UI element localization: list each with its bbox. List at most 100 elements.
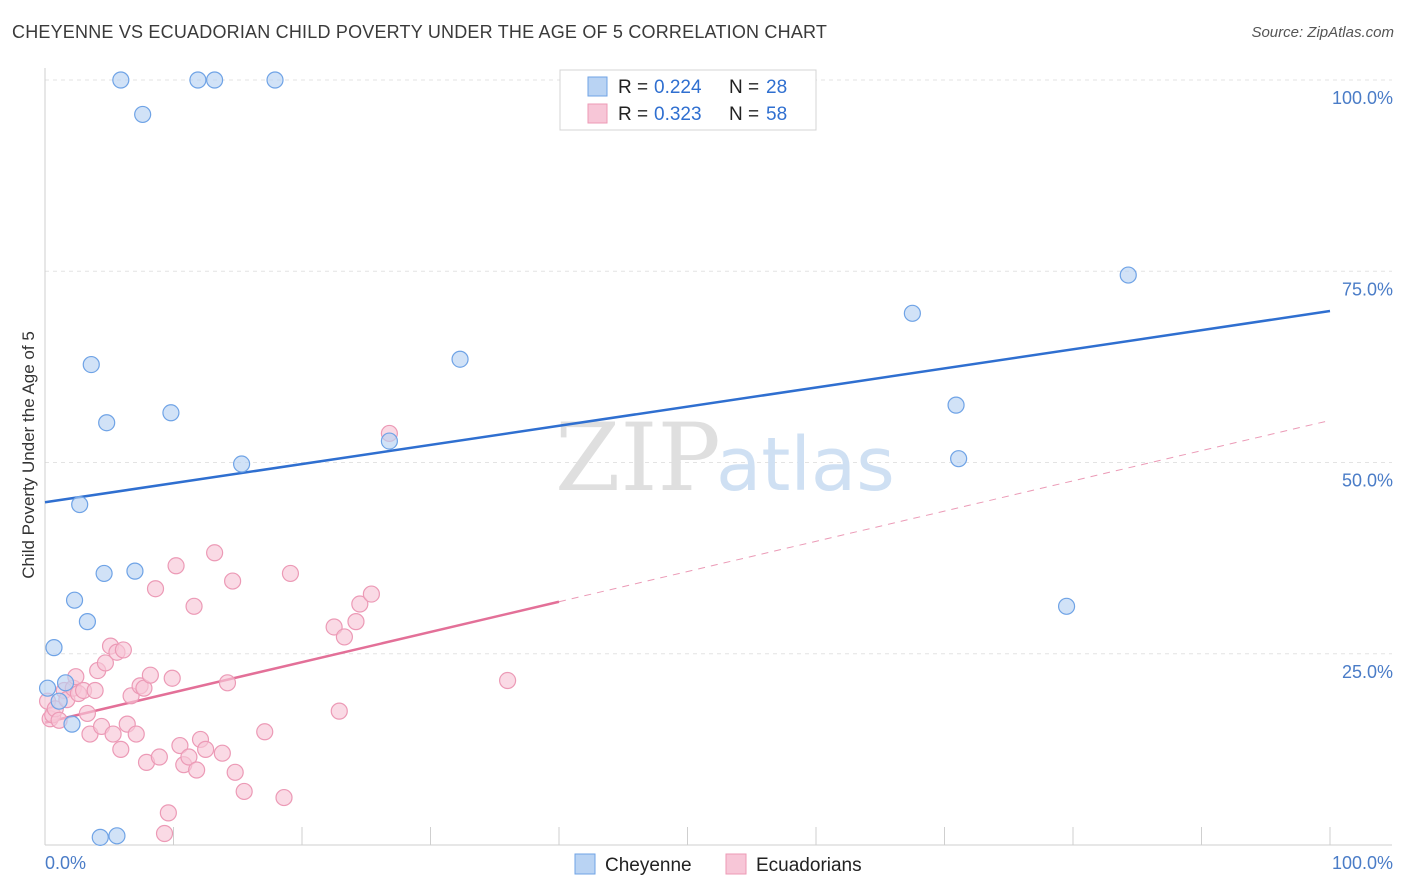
ecuadorians-point bbox=[96, 654, 114, 672]
ecuadorians-point bbox=[235, 782, 253, 801]
cheyenne-point bbox=[45, 639, 63, 657]
cheyenne-point bbox=[112, 71, 130, 89]
cheyenne-point bbox=[206, 71, 224, 89]
gridlines bbox=[45, 79, 1392, 655]
ecuadorians-point bbox=[163, 669, 181, 687]
ecuadorians-point bbox=[256, 723, 274, 741]
stats-n-value-2: 58 bbox=[766, 104, 787, 125]
stats-r-label-1: R = bbox=[618, 77, 648, 98]
watermark-zip: ZIP bbox=[555, 404, 721, 513]
cheyenne-point bbox=[78, 613, 97, 631]
y-tick-label: 100.0% bbox=[1332, 88, 1393, 108]
ecuadorians-point bbox=[127, 725, 145, 743]
cheyenne-point bbox=[98, 414, 116, 432]
ecuadorians-point bbox=[197, 740, 215, 758]
ecuadorians-point bbox=[325, 618, 343, 636]
ecuadorians-point bbox=[281, 564, 300, 583]
cheyenne-point bbox=[266, 71, 284, 89]
stats-legend: R = 0.224 N = 28 R = 0.323 N = 58 bbox=[559, 69, 817, 131]
trend-line-cheyenne bbox=[44, 309, 1331, 504]
source-note: Source: ZipAtlas.com bbox=[1251, 24, 1394, 41]
trend-line-ecuadorians-extension bbox=[558, 419, 1331, 603]
cheyenne-point bbox=[108, 827, 126, 845]
ecuadorians-point bbox=[104, 725, 122, 743]
cheyenne-point bbox=[162, 404, 180, 422]
ecuadorians-point bbox=[347, 613, 365, 631]
cheyenne-point bbox=[50, 692, 68, 710]
cheyenne-point bbox=[233, 455, 251, 473]
stats-n-label-2: N = bbox=[729, 104, 759, 125]
cheyenne-point bbox=[1119, 266, 1137, 284]
legend-label-ecuadorians: Ecuadorians bbox=[756, 855, 862, 876]
ecuadorians-point bbox=[180, 748, 198, 766]
y-tick-label: 50.0% bbox=[1342, 471, 1393, 491]
trend-lines bbox=[44, 309, 1331, 724]
cheyenne-point bbox=[38, 679, 57, 697]
cheyenne-point bbox=[947, 396, 965, 414]
ecuadorians-point bbox=[188, 761, 206, 779]
ecuadorians-point bbox=[330, 702, 348, 720]
ecuadorians-point bbox=[206, 544, 224, 562]
cheyenne-point bbox=[95, 564, 113, 583]
chart-title: CHEYENNE VS ECUADORIAN CHILD POVERTY UND… bbox=[12, 22, 828, 42]
cheyenne-point bbox=[91, 828, 109, 846]
cheyenne-point bbox=[71, 495, 89, 514]
legend-swatch-ecuadorians bbox=[725, 853, 747, 875]
y-tick-label: 75.0% bbox=[1342, 279, 1393, 299]
ecuadorians-point bbox=[78, 704, 97, 723]
ecuadorians-point bbox=[218, 674, 237, 692]
y-tick-labels: 100.0% 75.0% 50.0% 25.0% bbox=[1332, 88, 1393, 682]
ecuadorians-point bbox=[171, 736, 189, 755]
y-axis-title: Child Poverty Under the Age of 5 bbox=[19, 331, 38, 579]
stats-n-value-1: 28 bbox=[766, 77, 787, 98]
ecuadorians-point bbox=[112, 740, 130, 758]
ecuadorians-point bbox=[155, 824, 174, 843]
ecuadorians-point bbox=[499, 671, 517, 690]
ecuadorians-point bbox=[86, 681, 104, 700]
x-tick-label: 0.0% bbox=[45, 853, 86, 873]
ecuadorians-point bbox=[224, 572, 242, 590]
data-points bbox=[38, 71, 1137, 846]
ecuadorians-point bbox=[335, 628, 354, 646]
ecuadorians-point bbox=[146, 580, 165, 598]
cheyenne-point bbox=[380, 432, 398, 450]
y-tick-label: 25.0% bbox=[1342, 662, 1393, 682]
cheyenne-point bbox=[950, 450, 968, 468]
watermark-atlas: atlas bbox=[716, 422, 895, 508]
cheyenne-point bbox=[82, 355, 100, 374]
cheyenne-point bbox=[65, 591, 84, 609]
ecuadorians-point bbox=[114, 641, 132, 659]
watermark: ZIP atlas bbox=[555, 404, 895, 513]
stats-r-value-1: 0.224 bbox=[654, 77, 702, 98]
cheyenne-point bbox=[134, 105, 152, 124]
trend-line-ecuadorians bbox=[44, 600, 560, 724]
stats-r-label-2: R = bbox=[618, 104, 648, 125]
ecuadorians-point bbox=[362, 585, 380, 603]
cheyenne-point bbox=[1057, 597, 1076, 615]
ecuadorians-point bbox=[185, 597, 203, 615]
stats-swatch-cheyenne bbox=[587, 76, 608, 97]
series-legend: Cheyenne Ecuadorians bbox=[574, 853, 862, 876]
stats-n-label-1: N = bbox=[729, 77, 759, 98]
ecuadorians-point bbox=[159, 804, 177, 822]
ecuadorians-point bbox=[141, 666, 159, 684]
legend-label-cheyenne: Cheyenne bbox=[605, 855, 692, 876]
stats-r-value-2: 0.323 bbox=[654, 104, 702, 125]
ecuadorians-point bbox=[226, 763, 244, 781]
ecuadorians-point bbox=[167, 557, 185, 575]
ecuadorians-point bbox=[351, 595, 369, 613]
stats-swatch-ecuadorians bbox=[587, 103, 608, 124]
ecuadorians-point bbox=[275, 788, 293, 807]
cheyenne-point bbox=[126, 562, 144, 580]
cheyenne-point bbox=[189, 71, 207, 89]
legend-swatch-cheyenne bbox=[574, 853, 596, 875]
ecuadorians-point bbox=[150, 748, 168, 766]
cheyenne-point bbox=[63, 715, 81, 733]
x-tick-labels: 0.0% 100.0% bbox=[45, 853, 1393, 873]
cheyenne-point bbox=[903, 304, 921, 322]
cheyenne-point bbox=[451, 350, 469, 368]
cheyenne-point bbox=[56, 674, 75, 692]
x-tick-label: 100.0% bbox=[1332, 853, 1393, 873]
ecuadorians-point bbox=[213, 744, 231, 762]
